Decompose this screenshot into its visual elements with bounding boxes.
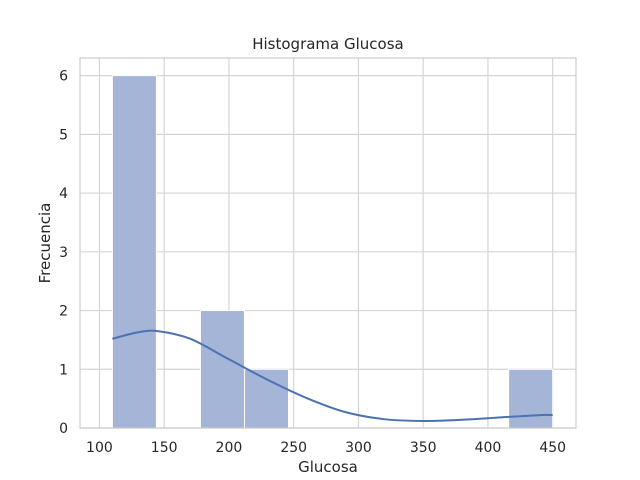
grid-lines <box>80 58 576 429</box>
y-tick-label: 6 <box>59 69 68 85</box>
x-tick-label: 350 <box>410 440 437 456</box>
histogram-bars <box>111 75 554 429</box>
y-axis-label: Frecuencia <box>36 203 54 284</box>
kde-curve <box>112 329 553 422</box>
histogram-bar <box>111 75 157 429</box>
plot-area-frame <box>79 57 577 429</box>
histogram-bar <box>508 368 554 429</box>
x-tick-label: 150 <box>151 440 178 456</box>
y-tick-label: 1 <box>59 362 68 378</box>
histogram-bar <box>199 310 245 429</box>
x-tick-label: 450 <box>539 440 566 456</box>
x-tick-label: 400 <box>475 440 502 456</box>
chart-title: Histograma Glucosa <box>252 35 404 53</box>
y-tick-label: 3 <box>59 245 68 261</box>
y-tick-label: 0 <box>59 421 68 437</box>
x-tick-label: 300 <box>345 440 372 456</box>
x-tick-label: 200 <box>216 440 243 456</box>
x-tick-label: 100 <box>86 440 113 456</box>
y-tick-label: 4 <box>59 186 68 202</box>
x-tick-labels: 100 150 200 250 300 350 400 450 <box>86 440 566 456</box>
kde-curve-layer <box>112 329 553 422</box>
y-tick-labels: 0 1 2 3 4 5 6 <box>59 69 68 437</box>
y-tick-label: 5 <box>59 127 68 143</box>
x-tick-label: 250 <box>280 440 307 456</box>
y-tick-label: 2 <box>59 304 68 320</box>
x-axis-label: Glucosa <box>298 458 358 476</box>
